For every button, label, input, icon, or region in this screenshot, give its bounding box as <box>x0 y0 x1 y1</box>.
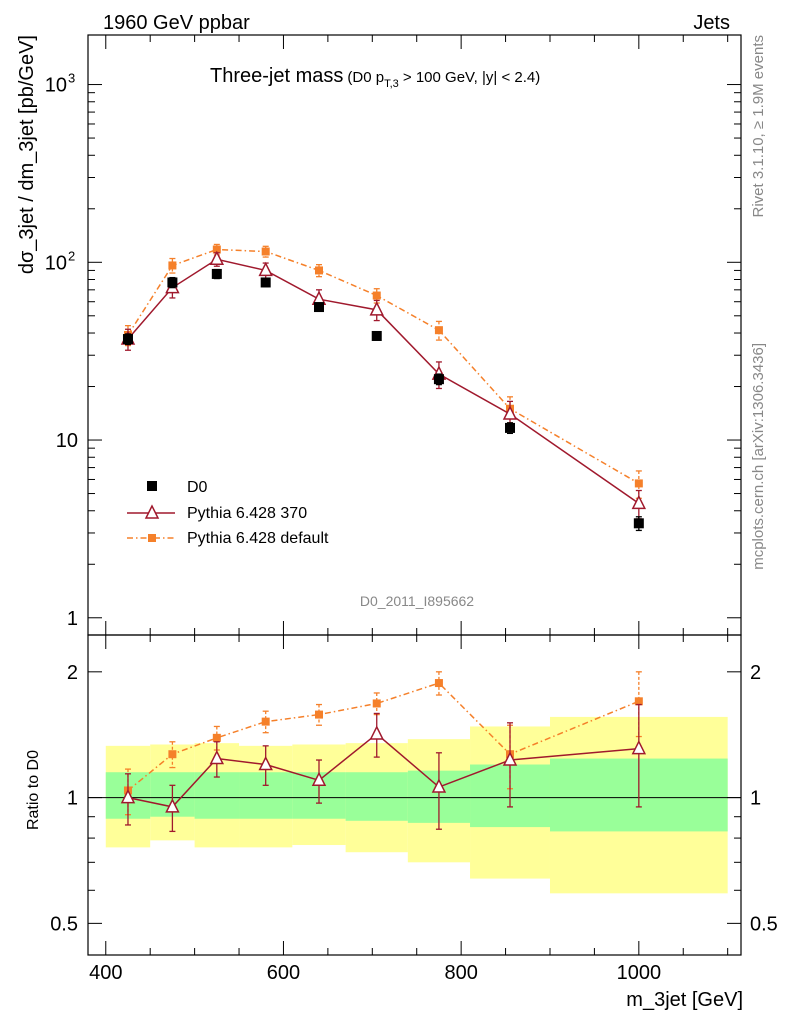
main-square-marker-point <box>211 268 222 279</box>
main-dashdot-square-point <box>372 291 381 300</box>
ratio-y-tick-label-right: 2 <box>750 662 761 684</box>
main-dashdot-square-point <box>634 479 643 488</box>
plot-title: Three-jet mass (D0 pT,3 > 100 GeV, |y| < … <box>210 65 540 90</box>
legend-entry-d0: D0 <box>147 479 208 496</box>
main-dashdot-square-line <box>127 248 640 485</box>
legend-entry-pythia-default: Pythia 6.428 default <box>127 530 329 547</box>
rivet-label: Rivet 3.1.10, ≥ 1.9M events <box>750 35 767 218</box>
ratio-dashdot-square-point <box>634 697 643 706</box>
ratio-y-tick-label-right: 1 <box>750 788 761 810</box>
main-square-marker-point <box>633 518 644 529</box>
ratio-y-tick-label: 1 <box>67 788 78 810</box>
main-dashdot-square-point <box>314 266 323 275</box>
legend-pythia-default-label: Pythia 6.428 default <box>187 530 329 547</box>
plot-title-main: Three-jet mass <box>210 65 343 87</box>
ratio-line-triangle-point <box>431 778 447 793</box>
header-left: 1960 GeV ppbar <box>103 12 250 34</box>
ratio-y-tick-label-right: 0.5 <box>750 913 778 935</box>
main-line-triangle-point <box>258 261 273 277</box>
ratio-dashdot-square-point <box>261 717 270 726</box>
legend-d0-label: D0 <box>187 479 208 496</box>
main-y-tick-label: 1 <box>67 608 78 630</box>
legend-pythia370-marker <box>144 504 160 519</box>
plot-title-cut-prefix: (D0 p <box>347 69 384 86</box>
mcplots-label: mcplots.cern.ch [arXiv:1306.3436] <box>750 343 767 570</box>
main-y-tick-exponent: 2 <box>68 248 75 263</box>
legend-pythia370-label: Pythia 6.428 370 <box>187 505 307 522</box>
ratio-y-ticks: 0.5 0.5 1 1 2 2 <box>50 662 778 936</box>
main-y-tick-label: 10 <box>45 75 67 97</box>
ratio-y-tick-label: 2 <box>67 662 78 684</box>
x-tick-label: 1000 <box>617 962 662 984</box>
main-dashdot-square-series <box>123 243 643 499</box>
main-square-marker-series <box>122 268 644 532</box>
main-square-marker-point <box>313 302 324 313</box>
ratio-frame <box>87 634 742 956</box>
ratio-line-triangle-point <box>209 749 225 765</box>
main-dashdot-square-point <box>168 261 177 270</box>
main-square-marker-point <box>260 277 271 288</box>
main-ylabel: dσ_3jet / dm_3jet [pb/GeV] <box>16 35 38 274</box>
main-line-triangle-point <box>502 405 518 420</box>
main-line-triangle-line <box>127 258 640 505</box>
ratio-line-triangle-point <box>369 725 384 740</box>
ratio-line-triangle-point <box>120 788 136 804</box>
main-square-marker-point <box>122 334 133 345</box>
ratio-dashdot-square-point <box>372 699 381 708</box>
legend: D0 Pythia 6.428 370 Pythia 6.428 default <box>127 479 329 547</box>
analysis-id: D0_2011_I895662 <box>360 593 474 609</box>
ratio-dashdot-square-point <box>434 679 443 688</box>
ratio-line-triangle-point <box>502 751 518 766</box>
x-tick-label: 600 <box>267 962 300 984</box>
ratio-ylabel: Ratio to D0 <box>25 750 42 830</box>
main-square-marker-point <box>505 422 516 433</box>
ratio-dashdot-square-point <box>314 710 323 719</box>
main-line-triangle-point <box>209 250 225 266</box>
main-dashdot-square-point <box>434 326 443 335</box>
legend-d0-marker <box>147 481 157 491</box>
legend-pythia-default-marker <box>148 534 156 542</box>
x-axis-label: m_3jet [GeV] <box>626 989 743 1011</box>
plot-title-cut-sub: T,3 <box>384 78 399 90</box>
x-tick-label: 400 <box>89 962 122 984</box>
legend-entry-pythia370: Pythia 6.428 370 <box>127 504 307 522</box>
main-square-marker-point <box>371 330 382 341</box>
inner-band-segment <box>345 772 408 821</box>
main-dashdot-square-point <box>261 247 270 256</box>
main-y-tick-label: 10 <box>45 252 67 274</box>
ratio-dashdot-square-point <box>168 750 177 759</box>
inner-band-segment <box>194 772 240 819</box>
ratio-line-triangle-point <box>311 771 327 787</box>
main-square-marker-point <box>433 374 444 385</box>
main-line-triangle-point <box>369 301 384 316</box>
ratio-line-triangle-point <box>165 798 180 813</box>
x-tick-label: 800 <box>444 962 477 984</box>
ratio-bands <box>105 716 728 894</box>
main-dashdot-square-point <box>212 245 221 254</box>
main-line-triangle-point <box>631 494 647 510</box>
x-ticks: 400 600 800 1000 <box>89 35 729 984</box>
main-frame <box>87 34 742 636</box>
main-y-tick-exponent: 3 <box>68 71 75 86</box>
header-right: Jets <box>693 12 730 34</box>
ratio-line-triangle-series <box>120 703 647 833</box>
main-square-marker-point <box>167 277 178 288</box>
ratio-line-triangle-point <box>631 739 647 755</box>
main-y-tick-label: 10 <box>56 430 78 452</box>
ratio-y-tick-label: 0.5 <box>50 913 78 935</box>
ratio-dashdot-square-point <box>212 733 221 742</box>
plot-title-cut-suffix: > 100 GeV, |y| < 2.4) <box>399 69 541 86</box>
ratio-dashdot-square-line <box>127 682 640 792</box>
ratio-line-triangle-point <box>258 755 273 771</box>
